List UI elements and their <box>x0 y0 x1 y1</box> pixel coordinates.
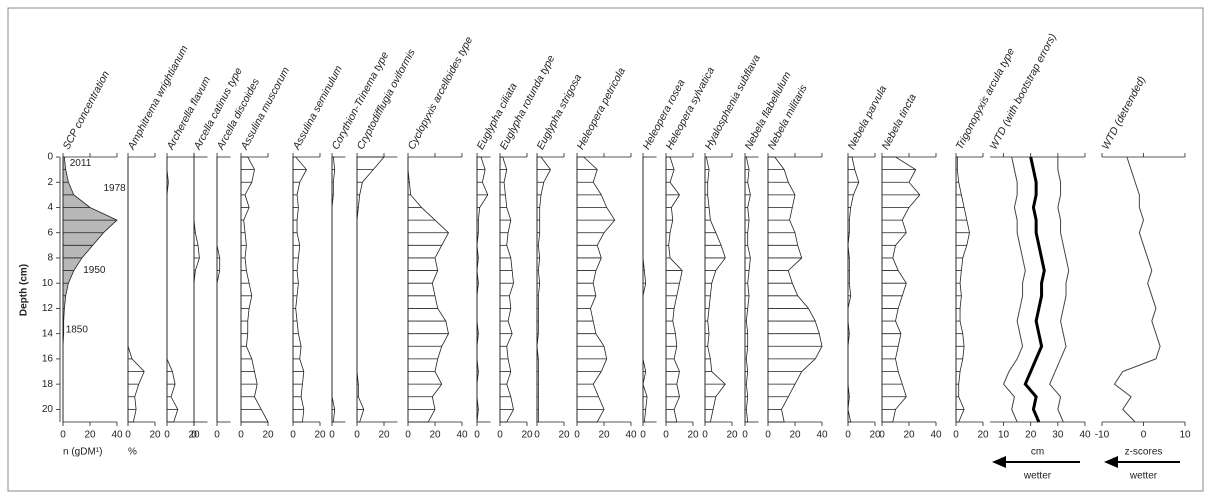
silhouette <box>407 157 449 423</box>
x-tick-label: 0 <box>742 430 748 441</box>
x-tick-label: 20 <box>789 430 801 441</box>
x-tick-label: 0 <box>879 430 885 441</box>
x-tick-label: 20 <box>977 430 989 441</box>
x-tick-label: 10 <box>998 430 1010 441</box>
x-tick-label: 0 <box>290 430 296 441</box>
y-tick-label: 6 <box>47 227 53 238</box>
wtd-line <box>1113 156 1161 423</box>
x-tick-label: 0 <box>125 430 131 441</box>
x-tick-label: 20 <box>558 430 570 441</box>
x-tick-label: 20 <box>262 430 274 441</box>
x-tick-label: 20 <box>1025 430 1037 441</box>
x-tick-label: 0 <box>534 430 540 441</box>
x-tick-label: 0 <box>354 430 360 441</box>
annotation: 2011 <box>70 158 92 169</box>
x-tick-label: 0 <box>574 430 580 441</box>
y-tick-label: 8 <box>47 253 53 264</box>
direction-label: wetter <box>1129 471 1158 482</box>
x-tick-label: 20 <box>726 430 738 441</box>
x-tick-label: 20 <box>314 430 326 441</box>
y-tick-label: 16 <box>42 354 54 365</box>
x-tick-label: 20 <box>869 430 881 441</box>
x-tick-label: 10 <box>1179 430 1191 441</box>
annotation: 1850 <box>66 325 89 336</box>
y-tick-label: 2 <box>47 177 53 188</box>
x-tick-label: 0 <box>845 430 851 441</box>
x-tick-label: 0 <box>191 430 197 441</box>
x-tick-label: 0 <box>497 430 503 441</box>
x-axis-label: n (gDM¹) <box>63 447 102 458</box>
x-tick-label: 40 <box>816 430 828 441</box>
arrow-head <box>1104 456 1118 468</box>
y-tick-label: 20 <box>42 404 54 415</box>
x-tick-label: 20 <box>903 430 915 441</box>
x-axis-label: z-scores <box>1125 447 1163 458</box>
frame <box>7 7 1204 492</box>
x-tick-label: 20 <box>188 430 200 441</box>
x-tick-label: 0 <box>60 430 66 441</box>
wtd-line <box>1002 156 1026 423</box>
x-tick-label: 20 <box>149 430 161 441</box>
x-tick-label: 20 <box>378 430 390 441</box>
x-tick-label: 40 <box>625 430 637 441</box>
y-tick-label: 0 <box>47 152 53 163</box>
x-tick-label: 0 <box>405 430 411 441</box>
x-tick-label: 0 <box>1141 430 1147 441</box>
arrow-head <box>992 456 1006 468</box>
x-tick-label: 40 <box>1079 430 1091 441</box>
x-tick-label: 0 <box>214 430 220 441</box>
y-axis-label: Depth (cm) <box>19 264 30 316</box>
x-tick-label: 20 <box>687 430 699 441</box>
x-tick-label: 40 <box>930 430 942 441</box>
wtd-line <box>1049 157 1070 423</box>
x-tick-label: 0 <box>765 430 771 441</box>
y-tick-label: 14 <box>42 328 54 339</box>
y-tick-label: 12 <box>42 303 54 314</box>
x-tick-label: -10 <box>1095 430 1110 441</box>
x-tick-label: 20 <box>84 430 96 441</box>
x-tick-label: 0 <box>640 430 646 441</box>
x-tick-label: 0 <box>474 430 480 441</box>
x-tick-label: 0 <box>953 430 959 441</box>
y-tick-label: 18 <box>42 379 54 390</box>
x-tick-label: 0 <box>329 430 335 441</box>
annotation: 1978 <box>104 183 127 194</box>
x-tick-label: 40 <box>111 430 123 441</box>
x-tick-label: 0 <box>663 430 669 441</box>
x-tick-label: 0 <box>702 430 708 441</box>
x-tick-label: 0 <box>164 430 170 441</box>
wtd-line <box>1023 156 1046 423</box>
x-axis-label: % <box>128 447 137 458</box>
x-tick-label: 0 <box>238 430 244 441</box>
annotation: 1950 <box>83 265 106 276</box>
y-tick-label: 4 <box>47 202 53 213</box>
direction-label: wetter <box>1023 471 1052 482</box>
x-tick-label: 30 <box>1052 430 1064 441</box>
x-tick-label: 40 <box>456 430 468 441</box>
x-tick-label: 20 <box>521 430 533 441</box>
x-axis-label: cm <box>1031 447 1044 458</box>
x-tick-label: 20 <box>598 430 610 441</box>
y-tick-label: 10 <box>42 278 54 289</box>
x-tick-label: 20 <box>429 430 441 441</box>
